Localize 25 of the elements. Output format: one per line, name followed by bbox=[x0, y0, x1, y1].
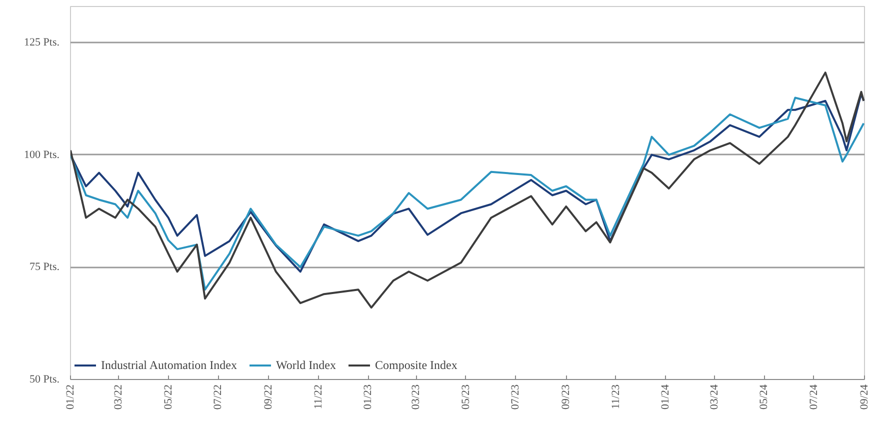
legend-label: Industrial Automation Index bbox=[101, 358, 237, 372]
x-tick-label: 07/23 bbox=[510, 384, 522, 410]
x-tick-label: 05/24 bbox=[758, 384, 770, 410]
x-tick-label: 01/22 bbox=[64, 384, 76, 410]
y-tick-label: 50 Pts. bbox=[30, 374, 60, 386]
y-tick-label: 125 Pts. bbox=[24, 36, 60, 48]
x-tick-label: 03/24 bbox=[708, 384, 721, 410]
x-tick-label: 07/22 bbox=[212, 384, 224, 410]
legend-label: World Index bbox=[276, 358, 336, 372]
y-tick-label: 75 Pts. bbox=[30, 261, 60, 274]
x-tick-label: 05/23 bbox=[460, 384, 472, 410]
x-tick-label: 09/23 bbox=[560, 384, 572, 410]
x-tick-label: 11/22 bbox=[312, 384, 324, 410]
line-series bbox=[70, 72, 864, 309]
x-tick-label: 09/24 bbox=[858, 384, 870, 410]
legend-label: Composite Index bbox=[375, 358, 458, 372]
x-tick-label: 03/23 bbox=[410, 384, 422, 410]
x-tick-label: 03/22 bbox=[112, 384, 125, 410]
x-tick-label: 11/23 bbox=[610, 384, 622, 410]
x-tick-label: 09/22 bbox=[262, 384, 275, 410]
y-tick-label: 100 Pts. bbox=[24, 148, 60, 161]
x-tick-label: 01/24 bbox=[660, 384, 672, 410]
x-tick-label: 01/23 bbox=[362, 384, 374, 410]
x-tick-label: 07/24 bbox=[808, 384, 820, 410]
x-tick-label: 05/22 bbox=[162, 384, 174, 410]
